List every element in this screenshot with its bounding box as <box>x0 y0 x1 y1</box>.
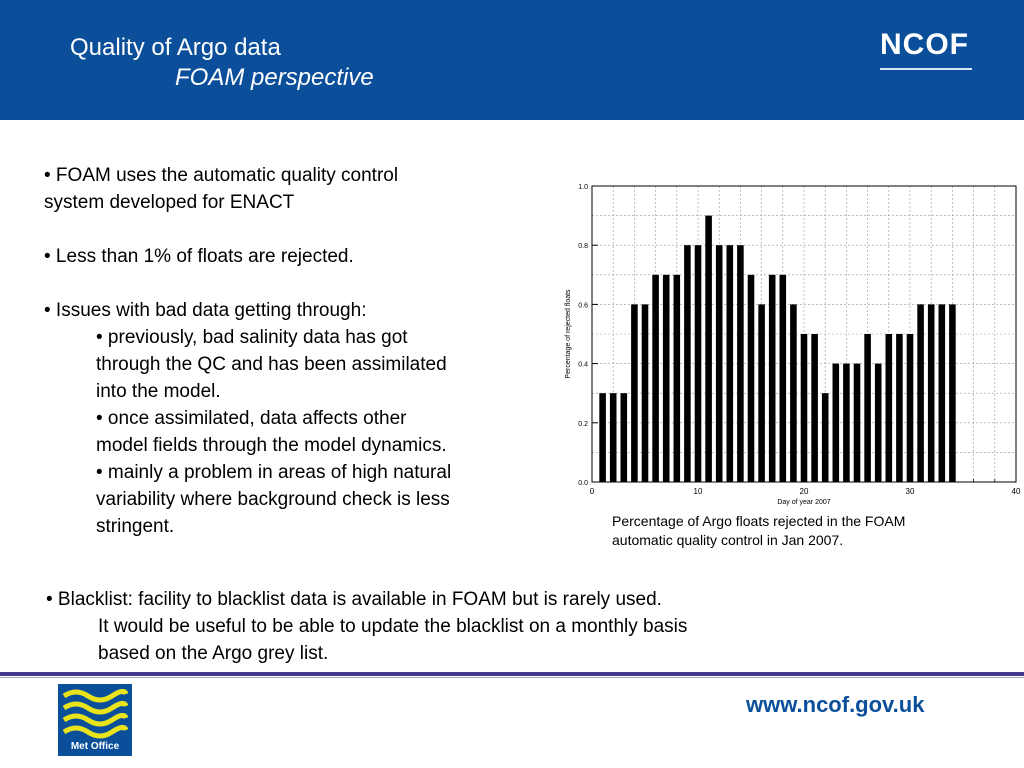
slide-title: Quality of Argo data <box>70 34 281 61</box>
sub-bullet-line: • mainly a problem in areas of high natu… <box>96 462 452 483</box>
bar <box>906 334 914 482</box>
bullet-line: It would be useful to be able to update … <box>98 616 688 637</box>
bar <box>927 304 935 482</box>
rejected-floats-chart: 0.0 0.2 0.4 0.6 0.8 1.0 0 10 20 30 40 Day of year 2… <box>565 184 1021 506</box>
x-tick-label: 20 <box>800 487 809 496</box>
bar <box>726 245 734 482</box>
bullet-line: system developed for ENACT <box>44 192 295 213</box>
bullet-line: • Blacklist: facility to blacklist data … <box>46 589 662 610</box>
met-office-label: Met Office <box>70 741 120 752</box>
sub-bullet-line: into the model. <box>96 381 221 402</box>
bottom-bullet: • Blacklist: facility to blacklist data … <box>46 586 846 667</box>
ncof-logo-underline <box>880 68 972 70</box>
y-tick-label: 0.6 <box>578 302 588 309</box>
sub-bullet-line: variability where background check is le… <box>96 489 450 510</box>
x-tick-label: 40 <box>1012 487 1021 496</box>
header-banner: Quality of Argo data FOAM perspective NC… <box>0 0 1024 120</box>
bar <box>662 274 670 482</box>
footer-divider <box>0 672 1024 676</box>
bar <box>620 393 628 482</box>
caption-line: automatic quality control in Jan 2007. <box>612 532 844 548</box>
x-tick-label: 30 <box>906 487 915 496</box>
bar <box>715 245 723 482</box>
sub-bullet-line: • once assimilated, data affects other <box>96 408 407 429</box>
bar <box>832 363 840 482</box>
bar <box>705 215 712 482</box>
bar <box>747 274 755 482</box>
bar <box>599 393 606 482</box>
left-bullets: • FOAM uses the automatic quality contro… <box>44 162 524 540</box>
bar <box>673 274 681 482</box>
bar <box>853 363 861 482</box>
bar <box>758 304 765 482</box>
bar <box>631 304 638 482</box>
bar <box>864 334 871 482</box>
chart-caption: Percentage of Argo floats rejected in th… <box>612 512 992 550</box>
bar <box>800 334 808 482</box>
y-tick-label: 0.0 <box>578 480 588 487</box>
x-axis-label: Day of year 2007 <box>777 499 830 506</box>
bar <box>843 363 850 482</box>
met-office-waves-icon <box>62 688 129 739</box>
bar <box>779 274 787 482</box>
footer-divider-thin <box>0 677 1024 678</box>
bar <box>694 245 702 482</box>
bar <box>938 304 946 482</box>
website-link[interactable]: www.ncof.gov.uk <box>746 692 925 717</box>
y-tick-label: 0.4 <box>578 362 588 369</box>
bar <box>811 334 818 482</box>
bar <box>768 274 776 482</box>
sub-bullet-line: stringent. <box>96 516 175 537</box>
slide-subtitle: FOAM perspective <box>175 64 374 91</box>
bar <box>874 363 882 482</box>
sub-bullet-line: • previously, bad salinity data has got <box>96 327 408 348</box>
bar <box>885 334 893 482</box>
caption-line: Percentage of Argo floats rejected in th… <box>612 513 906 529</box>
bar <box>652 274 659 482</box>
ncof-logo: NCOF <box>880 28 969 61</box>
y-tick-label: 0.2 <box>578 421 588 428</box>
bullet-line: • FOAM uses the automatic quality contro… <box>44 165 399 186</box>
bar <box>737 245 744 482</box>
bar <box>821 393 829 482</box>
bar <box>949 304 956 482</box>
sub-bullet-line: through the QC and has been assimilated <box>96 354 447 375</box>
met-office-logo: Met Office <box>58 684 132 756</box>
bar <box>641 304 649 482</box>
y-tick-label: 0.8 <box>578 243 588 250</box>
x-tick-label: 0 <box>590 487 595 496</box>
bar <box>917 304 924 482</box>
bar <box>609 393 617 482</box>
y-axis-label: Percentage of rejected floats <box>565 289 572 379</box>
bullet-line: based on the Argo grey list. <box>98 643 329 664</box>
sub-bullet-line: model fields through the model dynamics. <box>96 435 447 456</box>
x-tick-label: 10 <box>694 487 703 496</box>
y-tick-label: 1.0 <box>578 184 588 191</box>
bar <box>896 334 903 482</box>
bar <box>684 245 691 482</box>
bullet-line: • Less than 1% of floats are rejected. <box>44 246 354 267</box>
bar <box>790 304 797 482</box>
bullet-line: • Issues with bad data getting through: <box>44 300 367 321</box>
